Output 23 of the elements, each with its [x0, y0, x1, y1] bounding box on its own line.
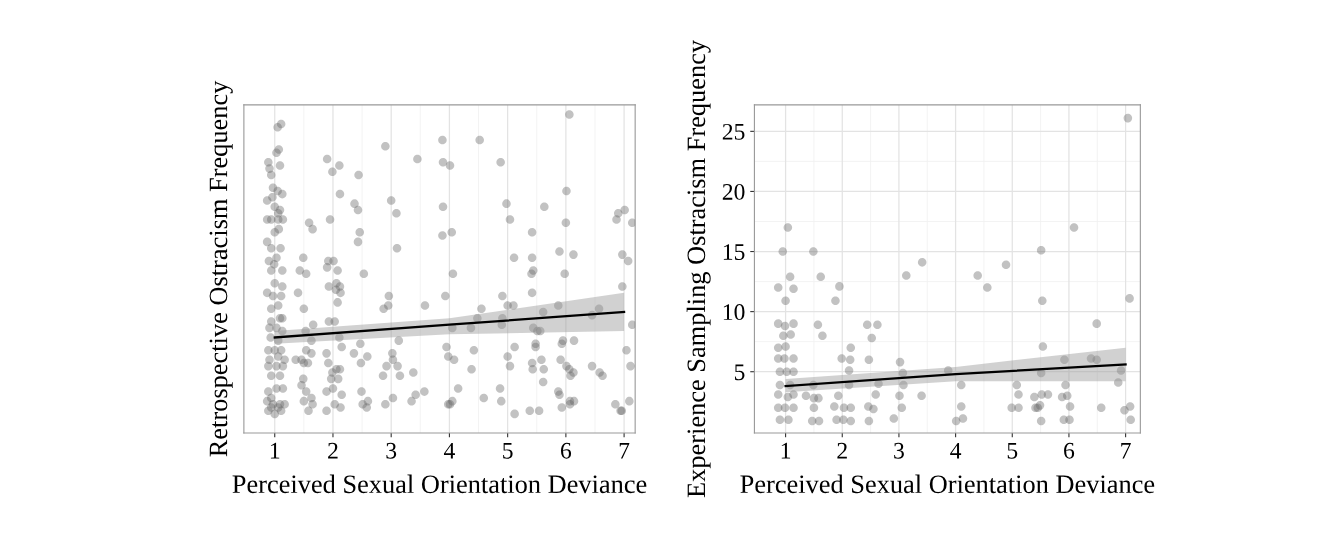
x-tick-label: 5 [1007, 442, 1018, 459]
x-tick-label: 3 [894, 442, 904, 459]
y-tick-label: 5 [734, 364, 745, 381]
y-tick-label: 25 [722, 123, 745, 140]
x-tick-label: 7 [1121, 442, 1131, 459]
y-tick-label: 20 [722, 183, 745, 200]
x-tick-label: 6 [1064, 442, 1075, 459]
x-tick-label: 4 [950, 442, 962, 459]
x-axis-title: Perceived Sexual Orientation Deviance [232, 474, 647, 494]
x-tick-label: 7 [619, 442, 630, 459]
x-tick-label: 6 [560, 442, 572, 459]
x-tick-label: 2 [837, 442, 847, 459]
y-axis-title: Retrospective Ostracism Frequency [209, 80, 233, 457]
x-tick-label: 4 [443, 442, 455, 459]
x-tick-label: 5 [503, 442, 513, 459]
x-tick-label: 1 [781, 442, 791, 459]
y-tick-label: 15 [723, 244, 745, 260]
y-tick-label: 10 [723, 304, 745, 321]
y-axis-title: Experience Sampling Ostracism Frequency [686, 40, 711, 498]
x-tick-label: 3 [386, 442, 397, 459]
x-tick-label: 2 [328, 442, 338, 459]
x-axis-title: Perceived Sexual Orientation Deviance [740, 474, 1155, 494]
x-tick-label: 1 [270, 442, 280, 459]
